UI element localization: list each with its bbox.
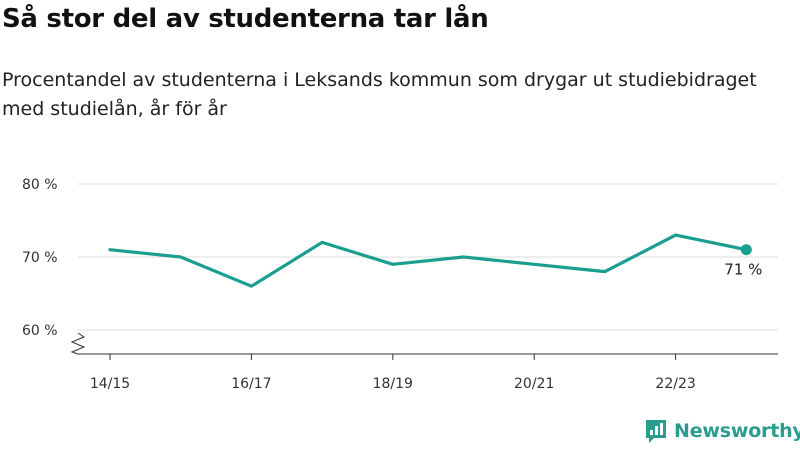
x-tick-label: 18/19 <box>373 376 413 392</box>
last-point-label: 71 % <box>724 261 762 279</box>
x-tick-label: 20/21 <box>514 376 554 392</box>
newsworthy-logo-icon <box>646 420 666 443</box>
newsworthy-logo: Newsworthy <box>644 418 800 444</box>
x-tick-label: 14/15 <box>90 376 130 392</box>
axis-break-icon <box>70 332 86 355</box>
x-tick-label: 22/23 <box>655 376 695 392</box>
chart-title: Så stor del av studenterna tar lån <box>2 4 489 34</box>
brand-name: Newsworthy <box>674 420 800 442</box>
x-tick-label: 16/17 <box>231 376 271 392</box>
line-chart: 60 % 70 % 80 % 14/15 16/17 18/19 20/21 22/23 71 … <box>22 177 778 392</box>
chart-subtitle: Procentandel av studenterna i Leksands k… <box>2 69 757 120</box>
y-tick-label: 70 % <box>22 250 58 266</box>
series-line <box>108 233 748 288</box>
y-tick-label: 80 % <box>22 177 58 193</box>
last-point-marker <box>740 244 752 256</box>
y-tick-label: 60 % <box>22 323 58 339</box>
